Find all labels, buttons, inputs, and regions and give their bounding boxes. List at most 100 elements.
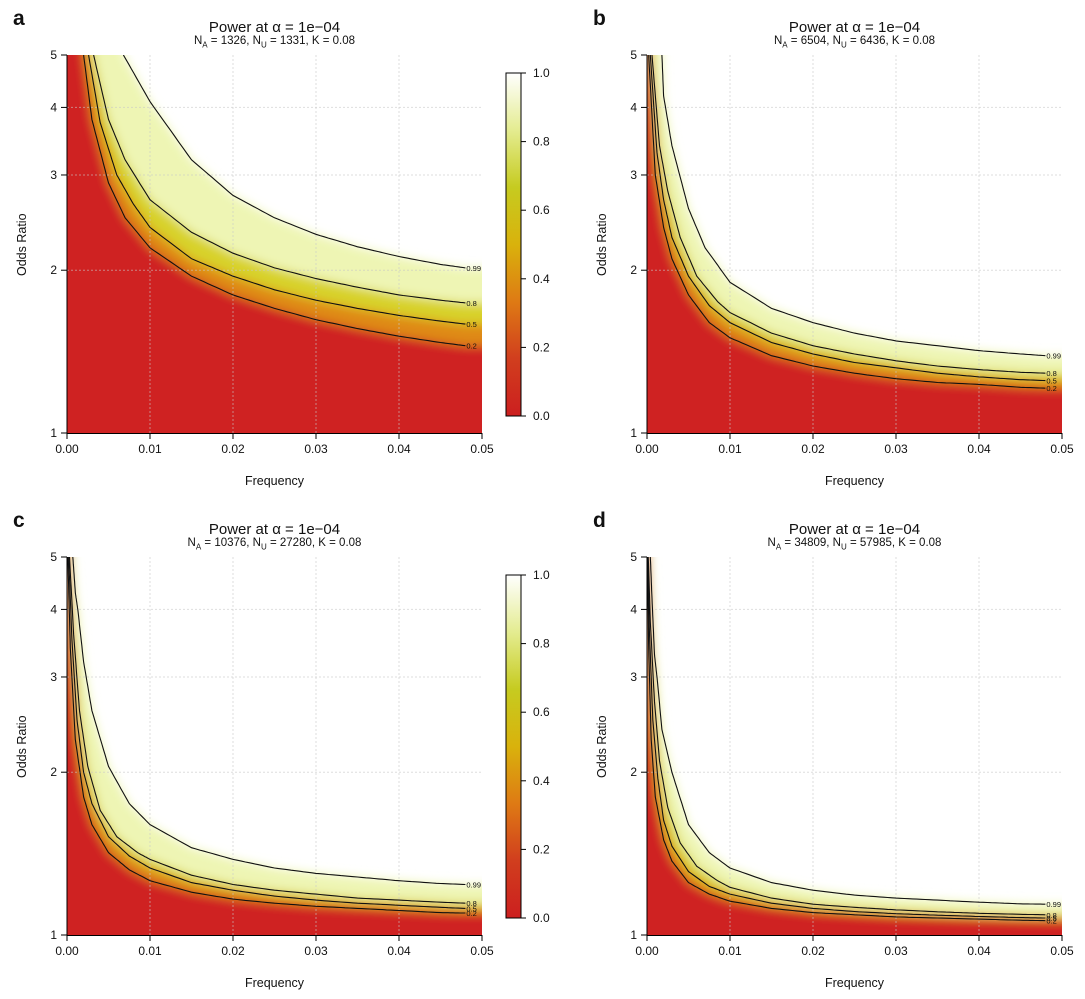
n-a-value: 6504: [800, 35, 827, 47]
colorbar-tick-label: 0.4: [533, 272, 550, 286]
power-band: [67, 557, 482, 935]
x-tick-label: 0.00: [55, 442, 79, 456]
y-tick-label: 5: [50, 48, 57, 62]
contour-line: [648, 55, 1046, 389]
chart-subtitle: NA = 1326, NU = 1331, K = 0.08: [193, 35, 356, 50]
chart-subtitle: NA = 34809, NU = 57985, K = 0.08: [767, 537, 942, 552]
contour-label: 0.2: [1046, 384, 1056, 393]
colorbar: 0.0 0.2 0.4 0.6 0.8 1.0: [505, 568, 550, 925]
x-tick-label: 0.05: [470, 944, 494, 958]
x-axis-label: Frequency: [824, 474, 885, 488]
contour-line: [88, 55, 466, 325]
colorbar-gradient: [505, 574, 522, 919]
contour-line: [68, 557, 466, 909]
colorbar-tick-label: 0.0: [533, 409, 550, 423]
plot-svg: 0.20.50.80.990.00 0.01 0.02 0.03 0.04 0.05123…: [630, 48, 1074, 456]
grid: [67, 557, 482, 935]
n-a-value: 10376: [214, 537, 247, 549]
grid: [647, 55, 1062, 433]
y-tick-label: 5: [630, 48, 637, 62]
n-u-value: 1331: [279, 35, 306, 47]
x-tick-label: 0.00: [635, 442, 659, 456]
y-tick-label: 1: [630, 426, 637, 440]
x-tick-label: 0.00: [635, 944, 659, 958]
contour-line: [647, 557, 1046, 916]
x-tick-label: 0.03: [304, 944, 328, 958]
y-tick-label: 2: [630, 263, 637, 277]
y-tick-label: 5: [630, 550, 637, 564]
y-tick-label: 3: [50, 168, 57, 182]
x-tick-label: 0.05: [1050, 944, 1074, 958]
x-tick-label: 0.05: [1050, 442, 1074, 456]
y-tick-label: 1: [50, 928, 57, 942]
axes: 0.00 0.01 0.02 0.03 0.04 0.05 1 2 3 4 5: [50, 48, 494, 456]
panel-letter: a: [13, 7, 25, 30]
contour-line: [649, 55, 1046, 382]
panel-letter: c: [13, 509, 25, 532]
chart-title: Power at α = 1e−04: [208, 521, 341, 538]
x-tick-label: 0.01: [718, 442, 742, 456]
chart-subtitle: NA = 6504, NU = 6436, K = 0.08: [773, 35, 936, 50]
contour-label: 0.5: [466, 904, 476, 913]
x-tick-label: 0.01: [718, 944, 742, 958]
y-tick-label: 3: [630, 168, 637, 182]
contour-label: 0.8: [466, 899, 476, 908]
k-value: 0.08: [919, 537, 942, 549]
x-tick-label: 0.04: [967, 442, 991, 456]
grid: [67, 55, 482, 433]
contour-label: 0.2: [466, 342, 476, 351]
chart-title: Power at α = 1e−04: [208, 19, 341, 36]
x-tick-label: 0.05: [470, 442, 494, 456]
panel-letter: d: [593, 509, 606, 532]
contour-line: [651, 55, 1046, 374]
n-a-value: 1326: [220, 35, 247, 47]
panel-letter: b: [593, 7, 606, 30]
x-tick-label: 0.02: [221, 442, 245, 456]
contour-label: 0.99: [1046, 900, 1061, 909]
power-band: [647, 55, 1062, 433]
contour-label: 0.8: [466, 299, 476, 308]
heatmap-area: 0.2 0.5 0.8 0.99: [67, 55, 482, 433]
y-tick-label: 2: [630, 765, 637, 779]
heatmap-area: 0.20.50.80.99: [647, 557, 1062, 935]
x-tick-label: 0.04: [387, 944, 411, 958]
y-tick-label: 3: [50, 670, 57, 684]
grid: [647, 557, 1062, 935]
colorbar-tick-label: 0.6: [533, 705, 550, 719]
n-u-value: 57985: [859, 537, 892, 549]
contour-line: [93, 55, 466, 304]
contour-label: 0.99: [466, 264, 481, 273]
colorbar: 0.0 0.2 0.4 0.6 0.8 1.0: [505, 66, 550, 423]
axes: 0.00 0.01 0.02 0.03 0.04 0.05 1 2 3 4 5: [630, 48, 1074, 456]
k-value: 0.08: [912, 35, 936, 47]
x-axis-label: Frequency: [244, 976, 305, 990]
x-tick-label: 0.01: [138, 944, 162, 958]
x-tick-label: 0.04: [387, 442, 411, 456]
n-u-value: 6436: [859, 35, 886, 47]
k-value: 0.08: [339, 537, 362, 549]
contour-line: [661, 55, 1046, 357]
contour-label: 0.8: [1046, 911, 1056, 920]
contour-label: 0.5: [1046, 914, 1056, 923]
power-band: [647, 557, 1062, 935]
contour-label: 0.8: [1046, 369, 1056, 378]
y-tick-label: 4: [630, 602, 637, 616]
contour-line: [83, 55, 466, 347]
y-tick-label: 5: [50, 550, 57, 564]
contour-label: 0.5: [466, 320, 476, 329]
x-tick-label: 0.03: [304, 442, 328, 456]
colorbar-tick-label: 1.0: [533, 66, 550, 80]
colorbar-gradient: [505, 72, 522, 417]
y-tick-label: 1: [630, 928, 637, 942]
plot-svg: 0.20.50.80.990.00 0.01 0.02 0.03 0.04 0.05123…: [50, 48, 550, 456]
colorbar-tick-label: 0.4: [533, 774, 550, 788]
colorbar-tick-label: 0.0: [533, 911, 550, 925]
axes: 0.00 0.01 0.02 0.03 0.04 0.05 1 2 3 4 5: [630, 550, 1074, 958]
x-tick-label: 0.02: [801, 442, 825, 456]
k-value: 0.08: [332, 35, 356, 47]
y-tick-label: 4: [50, 602, 57, 616]
power-band: [67, 557, 482, 935]
x-tick-label: 0.00: [55, 944, 79, 958]
plot-svg: 0.20.50.80.990.00 0.01 0.02 0.03 0.04 0.05123…: [630, 550, 1074, 958]
